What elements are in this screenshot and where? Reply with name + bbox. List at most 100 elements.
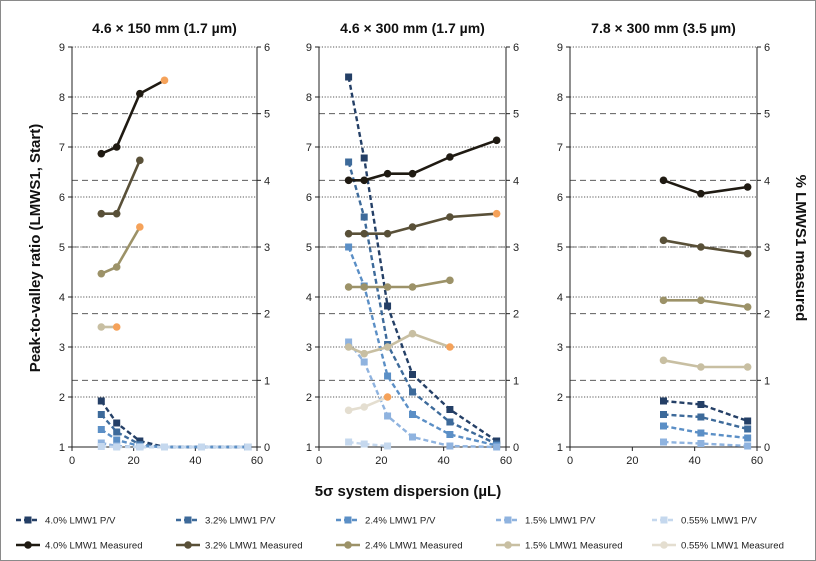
data-point xyxy=(697,429,705,437)
x-tick-label: 20 xyxy=(128,455,140,467)
legend-marker xyxy=(504,516,512,524)
y-tick-label-right: 2 xyxy=(264,309,270,321)
legend-item: 2.4% LMW1 Measured xyxy=(336,541,463,552)
series-1-5-lmw1-p-v xyxy=(660,438,752,450)
y-tick-label-right: 5 xyxy=(513,109,519,121)
y-tick-label-left: 4 xyxy=(59,292,65,304)
legend-label: 3.2% LMW1 Measured xyxy=(205,541,303,552)
data-point xyxy=(97,411,105,418)
data-point xyxy=(744,442,752,450)
legend-item: 2.4% LMW1 P/V xyxy=(336,516,436,527)
y-tick-label-right: 1 xyxy=(264,375,270,387)
data-point xyxy=(136,443,144,451)
data-point xyxy=(113,419,121,427)
x-tick-label: 60 xyxy=(251,455,263,467)
legend-marker xyxy=(24,516,32,524)
data-point xyxy=(97,209,106,218)
y-tick-label-left: 6 xyxy=(306,192,312,204)
data-point xyxy=(360,176,368,185)
data-point xyxy=(383,229,392,238)
data-point xyxy=(136,89,144,98)
legend-label: 4.0% LMW1 Measured xyxy=(45,541,143,552)
data-point xyxy=(360,403,368,411)
series-line xyxy=(663,399,749,423)
data-point xyxy=(384,302,392,310)
legend-item: 1.5% LMW1 Measured xyxy=(496,541,623,552)
y-tick-label-right: 0 xyxy=(513,442,519,454)
data-point xyxy=(660,411,667,418)
legend-marker xyxy=(184,516,192,524)
series-line xyxy=(348,395,389,412)
series-1-5-lmw1-p-v xyxy=(345,338,501,451)
series-line xyxy=(100,428,248,449)
data-point xyxy=(697,440,705,447)
data-point xyxy=(384,442,392,450)
data-point xyxy=(360,229,368,238)
data-point xyxy=(446,442,454,450)
data-point xyxy=(384,372,392,380)
data-point xyxy=(492,209,501,218)
data-point xyxy=(360,358,368,366)
data-point xyxy=(360,283,368,291)
data-point xyxy=(743,363,752,371)
data-point xyxy=(112,263,121,271)
series-2-4-lmw1-p-v xyxy=(345,243,501,449)
series-4-0-lmw1-p-v xyxy=(660,397,752,425)
legend-label: 2.4% LMW1 Measured xyxy=(365,541,463,552)
y-tick-label-right: 3 xyxy=(764,242,770,254)
series-3-2-lmw1-measured xyxy=(659,236,752,258)
series-line xyxy=(347,341,497,449)
data-point xyxy=(659,296,668,305)
series-2-4-lmw1-measured xyxy=(344,276,454,291)
y-tick-label-left: 2 xyxy=(557,392,563,404)
x-tick-label: 40 xyxy=(689,455,701,467)
series-1-5-lmw1-measured xyxy=(97,323,121,331)
y-tick-label-left: 4 xyxy=(557,292,563,304)
data-point xyxy=(659,356,668,365)
series-line xyxy=(663,359,748,369)
data-point xyxy=(244,443,252,451)
data-point xyxy=(345,243,353,251)
series-line xyxy=(663,299,748,309)
y-tick-label-left: 5 xyxy=(557,242,563,254)
y-tick-label-left: 2 xyxy=(59,392,65,404)
series-4-0-lmw1-measured xyxy=(97,76,169,158)
series-3-2-lmw1-measured xyxy=(97,156,144,218)
data-point xyxy=(344,176,353,185)
y-tick-label-right: 1 xyxy=(764,375,770,387)
data-point xyxy=(743,303,752,311)
y-tick-label-left: 9 xyxy=(59,42,65,54)
data-point xyxy=(344,406,353,415)
data-point xyxy=(383,343,392,351)
legend-item: 1.5% LMW1 P/V xyxy=(496,516,596,527)
legend-item: 3.2% LMW1 Measured xyxy=(176,541,303,552)
data-point xyxy=(446,418,454,426)
series-line xyxy=(347,161,498,446)
legend: 4.0% LMW1 P/V 3.2% LMW1 P/V 2.4% LMW1 P/V 1… xyxy=(16,516,784,552)
data-point xyxy=(383,169,392,178)
data-point xyxy=(446,213,454,221)
data-point xyxy=(383,283,392,291)
data-point xyxy=(112,209,121,218)
data-point xyxy=(345,73,353,81)
y-tick-label-left: 3 xyxy=(306,342,312,354)
data-point xyxy=(697,189,705,198)
legend-marker xyxy=(344,516,352,524)
series-line xyxy=(100,400,248,449)
y-tick-label-right: 2 xyxy=(513,309,519,321)
x-tick-label: 20 xyxy=(626,455,638,467)
y-axis-label-right: % LMWS1 measured xyxy=(792,175,809,322)
y-tick-label-left: 6 xyxy=(557,192,563,204)
y-tick-label-right: 6 xyxy=(264,42,270,54)
legend-item: 0.55% LMW1 Measured xyxy=(652,541,784,552)
series-4-0-lmw1-measured xyxy=(344,136,501,185)
legend-label: 1.5% LMW1 Measured xyxy=(525,541,623,552)
y-tick-label-left: 5 xyxy=(59,242,65,254)
series-line xyxy=(100,226,141,275)
y-tick-label-left: 8 xyxy=(59,92,65,104)
y-tick-label-left: 4 xyxy=(306,292,312,304)
series-3-2-lmw1-p-v xyxy=(97,411,252,451)
data-point xyxy=(446,406,454,413)
